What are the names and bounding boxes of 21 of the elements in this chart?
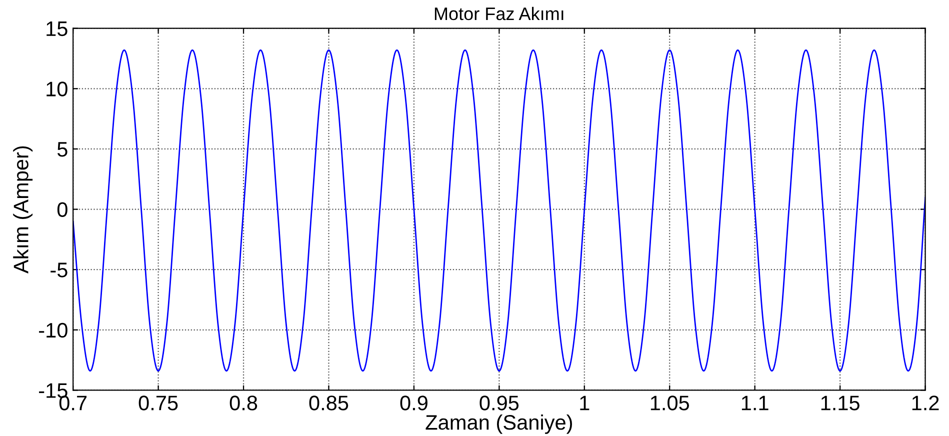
- chart-title: Motor Faz Akımı: [434, 6, 564, 20]
- y-tick-label: 5: [57, 142, 68, 157]
- y-tick-label: -15: [39, 383, 68, 398]
- x-tick-label: 0.9: [400, 396, 428, 410]
- x-tick-label: 1: [580, 396, 590, 410]
- y-tick-label: 15: [46, 22, 68, 36]
- y-tick-label: -10: [39, 322, 68, 338]
- y-tick-label: 10: [46, 82, 68, 96]
- x-tick-label: 0.8: [230, 396, 258, 410]
- x-tick-label: 0.7: [59, 396, 87, 410]
- y-tick-label: 0: [57, 202, 68, 218]
- x-tick-label: 1.2: [912, 396, 939, 410]
- x-axis-title: Zaman (Saniye): [426, 414, 572, 434]
- x-tick-label: 0.75: [138, 396, 178, 410]
- x-tick-label: 0.85: [309, 396, 348, 410]
- y-tick-label: -5: [50, 262, 68, 278]
- x-tick-label: 1.05: [650, 396, 690, 410]
- x-tick-label: 1.15: [821, 396, 860, 410]
- x-tick-label: 0.95: [480, 396, 519, 410]
- y-axis-title: Akım (Amper): [13, 146, 33, 274]
- x-tick-label: 1.1: [742, 396, 768, 410]
